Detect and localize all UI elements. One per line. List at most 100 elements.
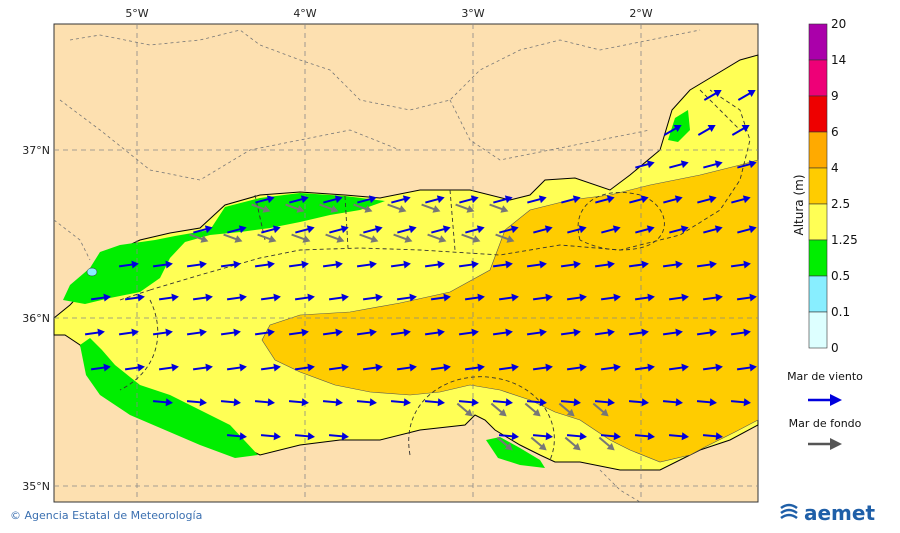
- wind-arrow: [254, 398, 275, 407]
- swell-arrow: [257, 233, 277, 243]
- wind-arrow: [526, 260, 547, 269]
- swell-arrow: [489, 203, 509, 213]
- wind-arrow: [356, 328, 377, 337]
- legend-colorbar: 20 14 9 6 4 2.5 1.25 0.5 0.1 0: [808, 17, 858, 355]
- legend-tick: 6: [831, 125, 839, 139]
- wind-arrow: [288, 328, 309, 337]
- wind-arrow: [702, 432, 723, 441]
- wind-arrow: [561, 195, 581, 204]
- wind-arrow: [295, 225, 315, 234]
- sea-zone-0-5-melilla: [486, 437, 545, 468]
- wind-arrow: [220, 398, 241, 407]
- wind-arrow: [600, 293, 621, 302]
- wind-arrow: [390, 398, 411, 407]
- sea-zone-0-5-north: [63, 193, 385, 304]
- wind-arrow: [152, 260, 173, 269]
- credit-text: Agencia Estatal de Meteorología: [24, 509, 203, 522]
- wind-arrow: [288, 398, 309, 407]
- legend-title: Altura (m): [792, 174, 806, 235]
- swell-arrows: [189, 203, 615, 451]
- swell-arrow: [495, 233, 515, 243]
- swell-arrow: [359, 233, 379, 243]
- wind-arrow: [294, 363, 315, 372]
- wind-arrow: [90, 363, 111, 372]
- legend-tick: 0: [831, 341, 839, 355]
- wind-arrow: [430, 363, 451, 372]
- swell-arrow: [496, 436, 513, 451]
- swell-arrow: [291, 233, 311, 243]
- wind-arrow: [600, 363, 621, 372]
- swell-arrow: [325, 233, 345, 243]
- wind-arrow: [628, 328, 649, 337]
- wind-arrow: [566, 363, 587, 372]
- wind-arrow: [663, 195, 683, 204]
- wind-arrow: [186, 260, 207, 269]
- swell-arrow: [421, 203, 441, 213]
- wind-arrow: [498, 363, 519, 372]
- wind-arrow: [492, 260, 513, 269]
- wind-arrow: [118, 328, 139, 337]
- wind-arrow: [329, 225, 349, 234]
- wind-arrow: [635, 160, 655, 169]
- wind-arrow: [532, 293, 553, 302]
- wind-arrow: [289, 195, 309, 204]
- swell-arrow: [189, 233, 209, 243]
- wind-arrow: [594, 398, 615, 407]
- wind-arrow: [697, 195, 717, 204]
- wind-arrow: [668, 293, 689, 302]
- wind-arrow: [459, 195, 479, 204]
- swell-arrow: [461, 233, 481, 243]
- legend-band: [808, 311, 828, 349]
- wind-arrow: [362, 363, 383, 372]
- wind-arrow: [328, 293, 349, 302]
- wind-arrow: [526, 328, 547, 337]
- swell-arrow: [353, 203, 373, 213]
- wind-arrow: [464, 293, 485, 302]
- aemet-logo-text: aemet: [804, 501, 876, 525]
- wind-arrow: [362, 293, 383, 302]
- lat-label-37n: 37°N: [22, 144, 50, 157]
- wind-arrow: [567, 225, 587, 234]
- wind-arrow: [158, 293, 179, 302]
- swell-arrow: [524, 402, 541, 417]
- wind-arrow: [152, 398, 173, 407]
- wind-arrow: [594, 260, 615, 269]
- wind-arrows: [84, 90, 757, 441]
- wind-arrow: [322, 398, 343, 407]
- legend-tick: 14: [831, 53, 846, 67]
- aemet-logo: aemet: [778, 500, 875, 526]
- wind-arrow: [668, 363, 689, 372]
- wind-arrow: [430, 293, 451, 302]
- wind-arrow: [158, 363, 179, 372]
- wind-arrow: [424, 328, 445, 337]
- wind-arrow: [261, 225, 281, 234]
- wind-arrow: [260, 293, 281, 302]
- wind-arrow: [492, 328, 513, 337]
- wind-arrow: [255, 195, 275, 204]
- wind-arrow: [186, 398, 207, 407]
- wind-arrow: [425, 195, 445, 204]
- wind-arrow: [560, 398, 581, 407]
- lat-label-36n: 36°N: [22, 312, 50, 325]
- sea-zone-0-5-south: [80, 338, 258, 458]
- wind-arrow: [357, 195, 377, 204]
- wind-arrow: [730, 260, 751, 269]
- wind-arrow: [226, 432, 247, 441]
- swell-arrow: [490, 402, 507, 417]
- wind-arrow: [192, 293, 213, 302]
- wind-arrow: [526, 398, 547, 407]
- swell-arrow: [285, 203, 305, 213]
- legend-band: [808, 131, 828, 169]
- wind-arrow: [560, 260, 581, 269]
- wind-arrow: [696, 260, 717, 269]
- wind-arrow: [226, 293, 247, 302]
- aemet-logo-icon: [780, 503, 798, 520]
- wind-arrow: [662, 328, 683, 337]
- wind-arrow: [634, 363, 655, 372]
- land-borders: [53, 29, 701, 503]
- wind-arrow: [254, 260, 275, 269]
- wind-arrow: [458, 260, 479, 269]
- wind-arrow: [391, 195, 411, 204]
- swell-arrow: [530, 436, 547, 451]
- wind-arrow: [600, 432, 621, 441]
